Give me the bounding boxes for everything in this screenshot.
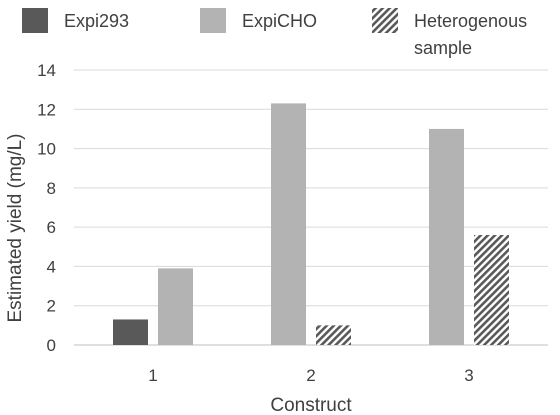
bar-heterogenous-sample-3 bbox=[474, 235, 509, 345]
y-tick-label: 14 bbox=[37, 61, 56, 80]
legend-swatch bbox=[22, 8, 48, 33]
x-axis-title: Construct bbox=[270, 395, 352, 415]
legend-label: Heterogenous sample bbox=[414, 11, 527, 58]
y-tick-label: 4 bbox=[47, 257, 56, 276]
y-axis-title: Estimated yield (mg/L) bbox=[5, 133, 26, 322]
x-tick-labels: 1 2 3 bbox=[148, 366, 473, 385]
y-tick-label: 0 bbox=[47, 336, 56, 355]
x-tick-label: 2 bbox=[306, 366, 315, 385]
legend-swatch bbox=[372, 8, 398, 33]
y-tick-label: 10 bbox=[37, 140, 56, 159]
x-tick-label: 1 bbox=[148, 366, 157, 385]
y-tick-label: 12 bbox=[37, 100, 56, 119]
y-tick-label: 2 bbox=[47, 297, 56, 316]
legend-label: Expi293 bbox=[64, 11, 129, 31]
legend-label: ExpiCHO bbox=[242, 11, 317, 31]
y-tick-label: 8 bbox=[47, 179, 56, 198]
legend-swatch bbox=[200, 8, 226, 33]
bars bbox=[113, 103, 509, 346]
gridlines bbox=[74, 69, 548, 346]
legend: Expi293 ExpiCHO Heterogenous sample bbox=[22, 8, 527, 58]
y-tick-labels: 0 2 4 6 8 10 12 14 bbox=[37, 61, 56, 355]
bar-expicho-3 bbox=[429, 128, 464, 345]
bar-heterogenous-sample-2 bbox=[316, 325, 351, 345]
bar-expi293-1 bbox=[113, 319, 148, 345]
bar-expicho-1 bbox=[158, 268, 193, 345]
bar-expicho-2 bbox=[271, 103, 306, 346]
y-tick-label: 6 bbox=[47, 218, 56, 237]
x-tick-label: 3 bbox=[464, 366, 473, 385]
